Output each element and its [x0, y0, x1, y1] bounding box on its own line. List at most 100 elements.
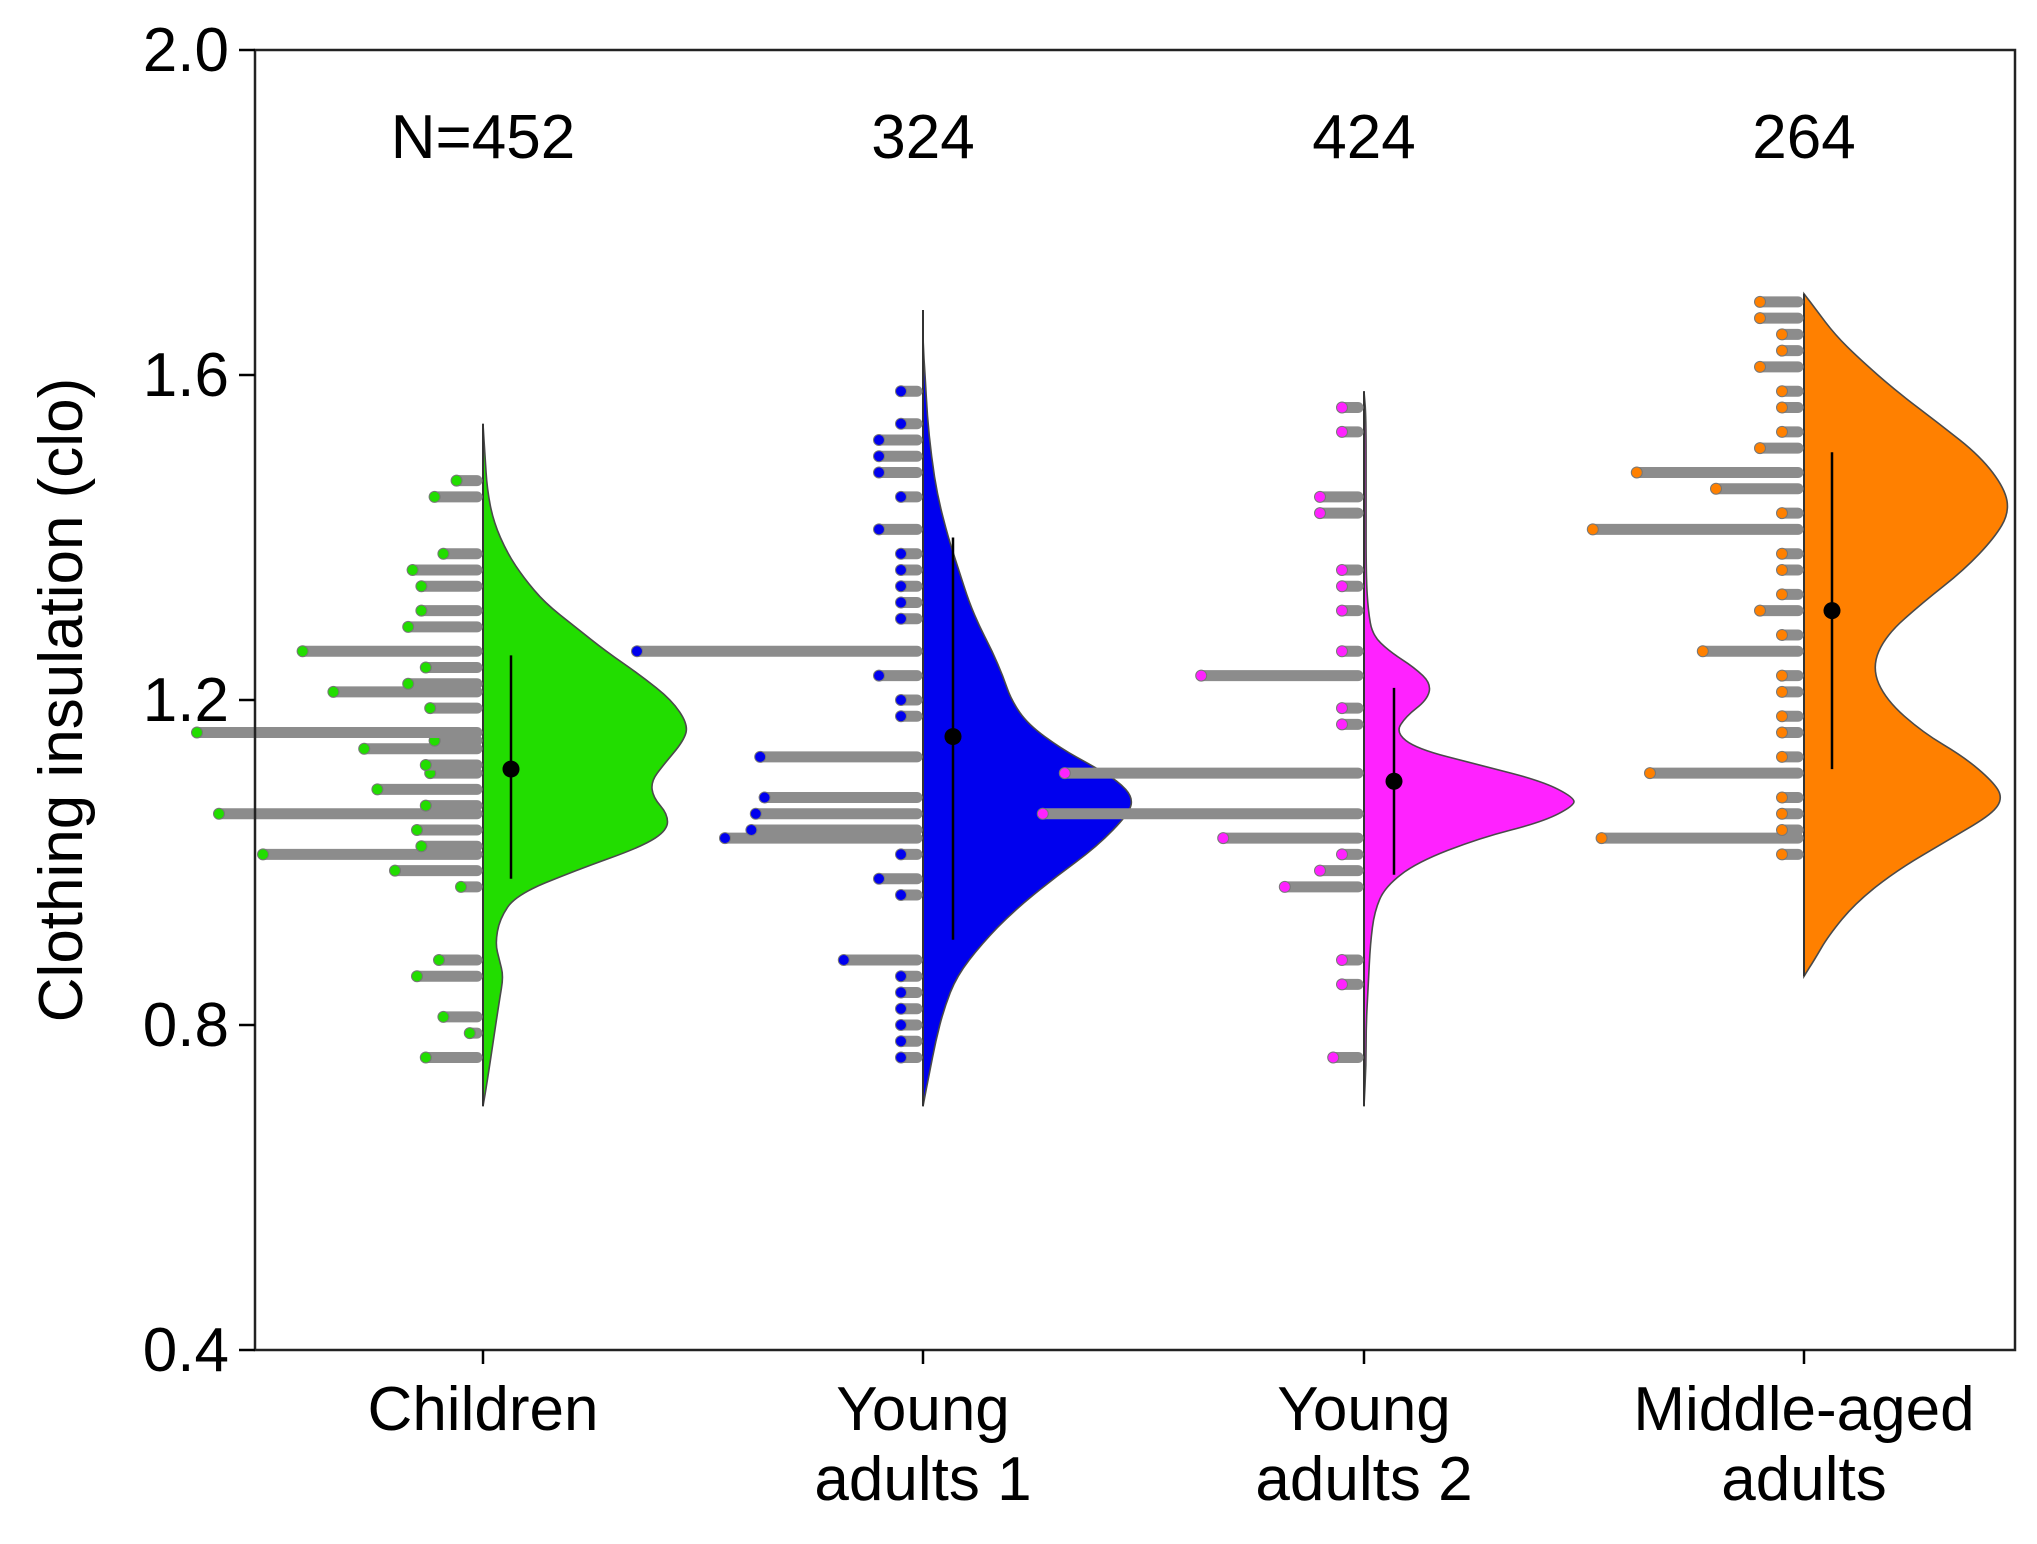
rain-row-children: [327, 685, 483, 698]
n-label-young-adults-1: 324: [871, 103, 974, 172]
n-label-middle-aged-adults: 264: [1752, 103, 1855, 172]
rain-row-children: [257, 848, 483, 861]
rain-point-children: [411, 824, 423, 836]
rain-point-young-adults-1: [895, 694, 907, 706]
rain-row-children: [402, 677, 483, 690]
rain-point-children: [428, 490, 441, 503]
rain-row-middle-aged-adults: [1776, 848, 1804, 861]
rain-row-children: [406, 564, 483, 576]
rain-point-young-adults-1: [895, 580, 907, 593]
rain-point-young-adults-2: [1336, 978, 1348, 991]
rain-point-children: [191, 726, 203, 739]
rain-point-young-adults-1: [895, 889, 907, 901]
rain-point-middle-aged-adults: [1776, 848, 1788, 861]
rain-point-young-adults-1: [895, 564, 907, 576]
x-tick-label-young-adults-2: Young: [1277, 1375, 1451, 1444]
rain-point-young-adults-1: [873, 523, 885, 536]
rain-point-children: [437, 1010, 450, 1023]
rain-point-children: [406, 564, 419, 576]
rain-point-young-adults-2: [1314, 507, 1326, 520]
rain-row-middle-aged-adults: [1776, 791, 1804, 804]
rain-point-young-adults-2: [1336, 954, 1348, 966]
y-tick-label: 2.0: [143, 16, 229, 85]
rain-row-children: [415, 840, 483, 853]
rain-row-children: [419, 759, 483, 771]
rain-row-young-adults-2: [1278, 880, 1364, 893]
rain-row-middle-aged-adults: [1644, 767, 1804, 780]
rain-row-young-adults-1: [895, 385, 923, 398]
rain-row-middle-aged-adults: [1754, 312, 1804, 325]
n-labels: N=452 324 424 264: [391, 103, 1856, 172]
rain-point-young-adults-1: [895, 710, 907, 723]
rain-point-young-adults-1: [895, 490, 907, 503]
rain-point-children: [411, 970, 423, 983]
rain-row-children: [455, 880, 483, 893]
rain-row-young-adults-2: [1314, 864, 1364, 877]
rain-row-children: [191, 726, 483, 739]
rain-point-middle-aged-adults: [1776, 685, 1788, 698]
rain-point-children: [419, 1051, 432, 1064]
rain-row-middle-aged-adults: [1776, 507, 1804, 520]
rain-point-young-adults-1: [895, 1002, 907, 1015]
rain-row-middle-aged-adults: [1776, 750, 1804, 763]
rain-point-young-adults-1: [873, 466, 885, 479]
rain-point-children: [213, 807, 225, 820]
rain-row-young-adults-1: [873, 872, 923, 885]
rain-point-young-adults-2: [1036, 807, 1049, 820]
rain-row-young-adults-2: [1336, 604, 1364, 617]
rain-row-children: [296, 645, 483, 658]
rain-point-middle-aged-adults: [1644, 767, 1656, 780]
rain-point-young-adults-1: [719, 832, 731, 845]
rain-row-children: [411, 970, 483, 983]
rain-point-children: [358, 742, 371, 755]
rain-point-children: [450, 474, 463, 487]
rain-row-young-adults-2: [1058, 767, 1364, 780]
rain-row-young-adults-1: [895, 1019, 923, 1031]
rain-point-young-adults-1: [895, 385, 907, 398]
rain-row-young-adults-1: [873, 434, 923, 446]
rain-point-young-adults-1: [631, 645, 643, 658]
rain-row-young-adults-1: [895, 596, 923, 609]
rain-point-middle-aged-adults: [1776, 629, 1788, 641]
rain-row-middle-aged-adults: [1776, 629, 1804, 641]
rain-row-middle-aged-adults: [1776, 669, 1804, 682]
rain-row-young-adults-2: [1336, 645, 1364, 658]
rain-point-middle-aged-adults: [1710, 482, 1722, 495]
rain-point-young-adults-2: [1314, 864, 1326, 877]
rain-point-young-adults-2: [1336, 645, 1348, 658]
density-cloud-middle-aged-adults: [1803, 291, 2009, 980]
x-tick-label-young-adults-1: adults 1: [814, 1445, 1031, 1514]
rain-row-young-adults-1: [895, 1035, 923, 1048]
rain-point-middle-aged-adults: [1754, 312, 1766, 325]
rain-point-children: [419, 661, 432, 674]
rain-point-children: [371, 783, 384, 796]
rain-point-young-adults-1: [895, 417, 907, 430]
rain-point-young-adults-2: [1278, 880, 1291, 893]
rain-point-young-adults-2: [1336, 718, 1348, 731]
rain-row-young-adults-1: [895, 547, 923, 560]
rain-row-middle-aged-adults: [1776, 726, 1804, 739]
rain-point-middle-aged-adults: [1776, 547, 1788, 560]
rain-point-young-adults-1: [895, 1035, 907, 1048]
rain-point-young-adults-1: [754, 750, 767, 763]
rain-row-children: [389, 864, 483, 877]
rain-row-children: [213, 807, 483, 820]
y-tick-label: 1.6: [143, 341, 229, 410]
rain-row-young-adults-1: [631, 645, 923, 658]
stats-layer: [502, 452, 1841, 940]
rain-point-middle-aged-adults: [1776, 328, 1788, 341]
rain-point-young-adults-1: [895, 970, 907, 983]
rain-point-young-adults-2: [1327, 1051, 1340, 1064]
rain-row-children: [450, 474, 483, 487]
rain-row-young-adults-1: [754, 750, 923, 763]
rain-row-young-adults-1: [895, 1051, 923, 1064]
rain-row-young-adults-1: [873, 669, 923, 682]
rain-row-young-adults-2: [1336, 978, 1364, 991]
rain-point-young-adults-2: [1336, 702, 1348, 715]
x-tick-label-young-adults-1: Young: [836, 1375, 1010, 1444]
rain-row-middle-aged-adults: [1630, 466, 1804, 479]
rain-point-young-adults-2: [1195, 669, 1208, 682]
rain-row-young-adults-2: [1314, 507, 1364, 520]
y-tick-label: 1.2: [143, 666, 229, 735]
rain-row-young-adults-2: [1336, 425, 1364, 438]
